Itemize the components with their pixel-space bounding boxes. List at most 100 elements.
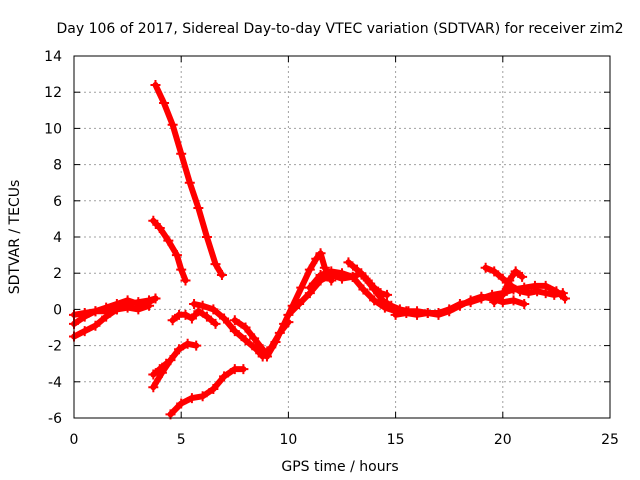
data-point: [454, 300, 465, 311]
data-point: [176, 398, 187, 409]
data-point: [167, 119, 178, 130]
data-point: [279, 318, 290, 329]
series-track-h: [165, 364, 249, 420]
data-point: [186, 393, 197, 404]
data-point: [304, 264, 315, 275]
data-point: [219, 313, 230, 324]
data-point: [270, 336, 281, 347]
data-point: [240, 322, 251, 333]
data-point: [519, 298, 530, 309]
series-track-j: [189, 298, 294, 362]
data-point: [161, 358, 172, 369]
data-point: [90, 306, 101, 317]
data-point: [174, 344, 185, 355]
data-point: [504, 275, 515, 286]
y-tick-label: 8: [53, 158, 62, 174]
data-point: [347, 271, 358, 282]
data-point: [90, 320, 101, 331]
data-point: [148, 369, 159, 380]
data-point: [510, 266, 521, 277]
data-point: [79, 326, 90, 337]
data-point: [517, 271, 528, 282]
data-point: [257, 344, 268, 355]
data-point: [360, 273, 371, 284]
data-point: [433, 309, 444, 320]
data-point: [514, 286, 525, 297]
x-tick-label: 25: [601, 432, 619, 448]
data-point: [229, 326, 240, 337]
y-tick-label: 2: [53, 266, 62, 282]
data-point: [150, 79, 161, 90]
grid: [74, 56, 610, 418]
data-point: [412, 309, 423, 320]
data-point: [326, 266, 337, 277]
data-point: [369, 295, 380, 306]
data-point: [249, 333, 260, 344]
data-point: [219, 371, 230, 382]
y-tick-label: -2: [48, 339, 62, 355]
x-tick-label: 10: [279, 432, 297, 448]
data-point: [476, 291, 487, 302]
data-point: [122, 302, 133, 313]
data-point: [294, 298, 305, 309]
data-point: [101, 306, 112, 317]
x-tick-label: 0: [70, 432, 79, 448]
data-point: [283, 309, 294, 320]
data-point: [390, 309, 401, 320]
series-track-g: [148, 358, 172, 380]
data-point: [311, 253, 322, 264]
data-point: [180, 275, 191, 286]
data-point: [369, 284, 380, 295]
y-tick-label: -4: [48, 375, 62, 391]
data-point: [382, 289, 393, 300]
data-point: [159, 98, 170, 109]
y-tick-label: 12: [44, 85, 62, 101]
data-point: [532, 286, 543, 297]
data-point: [352, 264, 363, 275]
data-point: [208, 304, 219, 315]
data-point: [201, 311, 212, 322]
data-point: [182, 338, 193, 349]
x-axis-label: GPS time / hours: [281, 459, 398, 475]
data-point: [111, 304, 122, 315]
data-point: [184, 177, 195, 188]
data-point: [193, 203, 204, 214]
data-point: [210, 318, 221, 329]
y-tick-label: 14: [44, 49, 62, 65]
data-point: [337, 268, 347, 279]
y-tick-label: 6: [53, 194, 62, 210]
data-point: [422, 308, 433, 319]
x-tick-label: 5: [177, 432, 186, 448]
data-point: [444, 306, 455, 317]
data-point: [386, 300, 397, 311]
data-point: [144, 300, 155, 311]
data-point: [167, 315, 178, 326]
data-point: [216, 270, 227, 281]
data-point: [189, 298, 200, 309]
series-track-i: [167, 306, 221, 329]
data-point: [343, 257, 354, 268]
data-point: [154, 364, 165, 375]
data-point: [208, 384, 219, 395]
data-point: [559, 293, 570, 304]
data-point: [229, 364, 240, 375]
data-point: [296, 282, 307, 293]
chart-title: Day 106 of 2017, Sidereal Day-to-day VTE…: [57, 21, 624, 37]
data-point: [540, 288, 551, 299]
series-track-c: [69, 300, 155, 320]
data-point: [401, 308, 412, 319]
data-point: [197, 391, 208, 402]
data-point: [176, 264, 187, 275]
data-point: [315, 248, 326, 259]
data-point: [261, 351, 272, 362]
data-point: [150, 293, 161, 304]
x-tick-label: 15: [387, 432, 405, 448]
data-point: [79, 308, 90, 319]
y-tick-label: -6: [48, 411, 62, 427]
data-point: [238, 364, 249, 375]
data-point: [148, 215, 159, 226]
data-point: [171, 250, 182, 261]
data-point: [201, 232, 212, 242]
data-point: [549, 289, 560, 300]
data-point: [240, 335, 251, 346]
